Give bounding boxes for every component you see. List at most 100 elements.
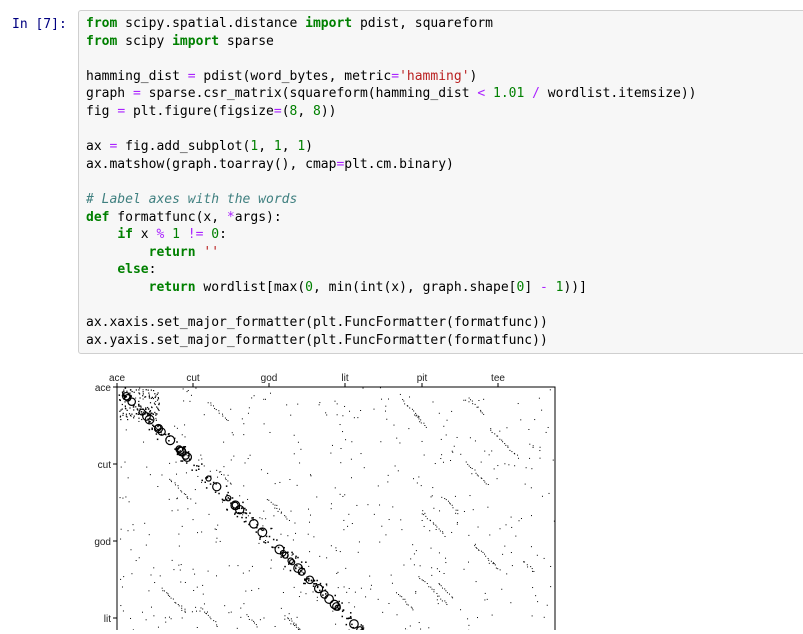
- matrix-point: [243, 423, 244, 424]
- matrix-point: [147, 407, 148, 408]
- matrix-point: [511, 451, 512, 452]
- code-line: ax = fig.add_subplot(1, 1, 1): [86, 138, 697, 156]
- matrix-point: [469, 466, 470, 467]
- matrix-point: [120, 497, 121, 498]
- matrix-point: [175, 603, 176, 604]
- y-tick-label: lit: [104, 614, 111, 625]
- matrix-point: [289, 520, 290, 521]
- matrix-point: [204, 414, 205, 415]
- matrix-point: [297, 557, 299, 559]
- matrix-point: [308, 580, 310, 582]
- matrix-point: [127, 419, 128, 420]
- matrix-point: [245, 517, 247, 519]
- matrix-point: [399, 442, 400, 443]
- matrix-point: [223, 500, 225, 502]
- matrix-point: [131, 573, 132, 574]
- matrix-point: [475, 544, 476, 545]
- matrix-point: [252, 517, 254, 519]
- matrix-point: [464, 511, 465, 512]
- matrix-point: [437, 599, 438, 600]
- matrix-point: [186, 462, 188, 464]
- matrix-point: [308, 509, 309, 510]
- matrix-point: [221, 474, 222, 475]
- matrix-point: [156, 428, 157, 429]
- matrix-point: [442, 588, 443, 589]
- code-editor[interactable]: from scipy.spatial.distance import pdist…: [86, 15, 697, 349]
- matrix-point: [150, 410, 151, 411]
- matrix-point: [285, 516, 286, 517]
- matrix-point: [444, 600, 445, 601]
- matrix-point: [345, 568, 346, 569]
- matrix-point: [254, 623, 255, 624]
- matrix-point: [511, 552, 512, 553]
- code-cell[interactable]: from scipy.spatial.distance import pdist…: [78, 10, 803, 354]
- matrix-point: [365, 596, 366, 597]
- code-token: '': [203, 245, 219, 260]
- matrix-point: [224, 500, 226, 502]
- matrix-point: [432, 487, 433, 488]
- code-token: [524, 86, 532, 101]
- matrix-point: [216, 529, 217, 530]
- code-token: 'hamming': [399, 69, 469, 84]
- matrix-point: [484, 451, 485, 452]
- matrix-point: [393, 425, 394, 426]
- matrix-point: [126, 416, 127, 417]
- matrix-point: [248, 515, 249, 516]
- matrix-point: [148, 392, 149, 393]
- matrix-point: [379, 542, 380, 543]
- code-token: ax.xaxis.set_major_formatter(plt.FuncFor…: [86, 315, 548, 330]
- matrix-point: [418, 576, 419, 577]
- matrix-point: [151, 607, 152, 608]
- matrix-point: [245, 521, 247, 523]
- matrix-point: [180, 490, 181, 491]
- matrix-point: [153, 615, 154, 616]
- matrix-point: [380, 441, 381, 442]
- matrix-point: [143, 399, 144, 400]
- matrix-point: [133, 406, 135, 408]
- matrix-point: [175, 482, 176, 483]
- matrix-point: [497, 436, 498, 437]
- matrix-point: [263, 511, 264, 512]
- matrix-point: [532, 587, 533, 588]
- matrix-point: [348, 618, 350, 620]
- matrix-point: [489, 563, 490, 564]
- matrix-point: [423, 423, 424, 424]
- matrix-point: [216, 538, 217, 539]
- matrix-point: [519, 520, 520, 521]
- code-token: return: [149, 280, 196, 295]
- matrix-point: [231, 612, 232, 613]
- matrix-point: [254, 395, 255, 396]
- matrix-point: [276, 508, 277, 509]
- matrix-point: [186, 472, 187, 473]
- matrix-point: [476, 581, 477, 582]
- matrix-point: [518, 458, 519, 459]
- matrix-point: [127, 410, 128, 411]
- matrix-point: [193, 519, 194, 520]
- matrix-point: [418, 418, 419, 419]
- matrix-point: [345, 439, 346, 440]
- matrix-point: [316, 496, 317, 497]
- matrix-point: [427, 518, 428, 519]
- matrix-point: [527, 564, 528, 565]
- matrix-point: [120, 579, 121, 580]
- matrix-point: [532, 615, 533, 616]
- matrix-point: [364, 467, 365, 468]
- matrix-point: [446, 434, 447, 435]
- matrix-point: [446, 602, 447, 603]
- matrix-point: [154, 403, 155, 404]
- code-token: hamming_dist: [86, 69, 188, 84]
- matrix-point: [542, 496, 543, 497]
- matrix-point: [336, 550, 337, 551]
- matrix-point: [122, 415, 123, 416]
- matrix-point: [415, 591, 416, 592]
- matrix-point: [443, 426, 444, 427]
- matrix-point: [184, 424, 185, 425]
- matrix-point: [447, 592, 448, 593]
- matrix-point: [165, 622, 166, 623]
- matrix-point: [242, 502, 244, 504]
- matrix-point: [531, 546, 532, 547]
- matrix-point: [138, 389, 139, 390]
- matrix-point: [424, 455, 425, 456]
- matrix-point: [145, 407, 146, 408]
- matrix-point: [387, 481, 388, 482]
